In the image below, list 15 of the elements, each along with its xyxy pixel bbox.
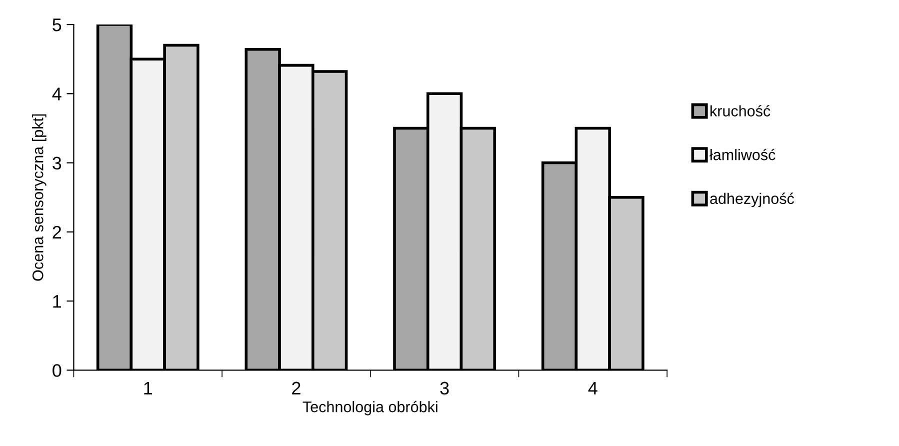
y-tick-label: 2 (52, 226, 62, 238)
y-axis-title: Ocena sensoryczna [pkt] (32, 114, 46, 281)
legend-label: łamliwość (710, 148, 776, 160)
y-tick-label: 4 (52, 88, 62, 100)
x-tick-label: 4 (588, 382, 598, 394)
y-tick-label: 1 (53, 295, 62, 308)
y-tick-label: 3 (52, 156, 62, 170)
x-axis-title: Technologia obróbki (302, 400, 438, 416)
x-tick-label: 2 (292, 382, 300, 394)
y-tick-label: 0 (52, 364, 62, 377)
y-tick-label: 5 (52, 18, 62, 32)
x-tick-label: 3 (440, 382, 449, 395)
legend-label: kruchość (710, 105, 770, 116)
legend-label: adhezyjność (710, 192, 794, 208)
x-tick-label: 1 (144, 382, 152, 394)
